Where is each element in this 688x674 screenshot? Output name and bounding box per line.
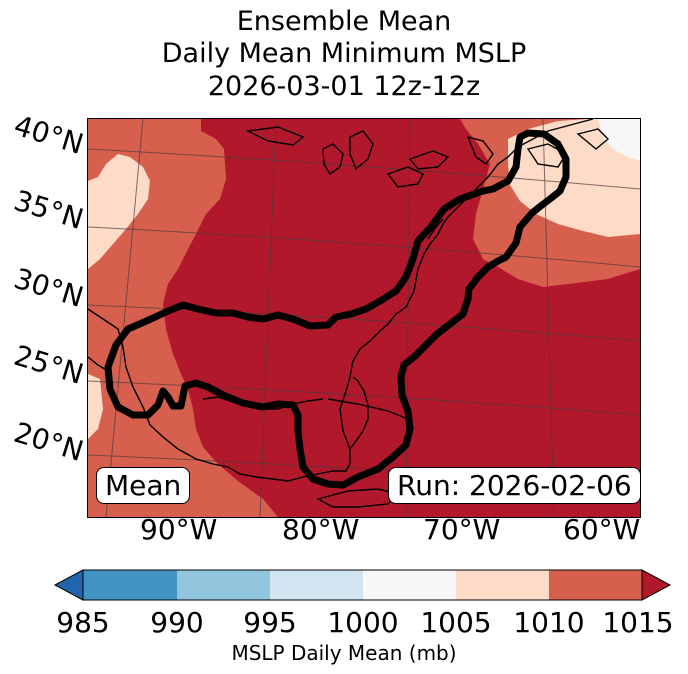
colorbar-tick-1000: 1000	[327, 606, 399, 639]
graticule	[88, 119, 640, 517]
colorbar-extend-high	[641, 569, 672, 601]
title-line-3: 2026-03-01 12z-12z	[207, 71, 481, 102]
lat-label-35n: 35°N	[10, 183, 88, 236]
pressure-fill-1000-1005-west	[88, 154, 150, 269]
colorbar-bin-990-995	[177, 570, 270, 600]
lat-label-30n: 30°N	[10, 261, 88, 314]
colorbar-tick-1010: 1010	[513, 606, 585, 639]
map-canvas	[88, 119, 640, 517]
coastlines	[88, 119, 610, 508]
title-line-2: Daily Mean Minimum MSLP	[161, 38, 527, 69]
colorbar-bin-1005-1010	[456, 570, 549, 600]
title-line-1: Ensemble Mean	[236, 6, 452, 37]
lon-label-70w: 70°W	[423, 513, 501, 546]
colorbar-bin-995-1000	[270, 570, 363, 600]
colorbar-tick-995: 995	[243, 606, 297, 639]
colorbar-bin-985-990	[83, 570, 177, 600]
lat-label-40n: 40°N	[10, 108, 88, 161]
lat-label-20n: 20°N	[10, 415, 88, 468]
colorbar-extend-low	[53, 569, 84, 601]
colorbar-outline	[82, 569, 643, 601]
colorbar-tick-1005: 1005	[420, 606, 492, 639]
colorbar	[53, 569, 672, 601]
lon-label-90w: 90°W	[140, 513, 218, 546]
mean-label-box: Mean	[96, 467, 191, 504]
colorbar-tick-1015: 1015	[602, 606, 674, 639]
lon-label-80w: 80°W	[282, 513, 360, 546]
pressure-fill-995-1000-ne	[598, 119, 640, 161]
contour-1010mb	[104, 129, 570, 489]
colorbar-label: MSLP Daily Mean (mb)	[231, 641, 457, 665]
map	[87, 118, 641, 518]
colorbar-tick-985: 985	[56, 606, 110, 639]
pressure-fill-1000-1005-sw	[88, 374, 103, 439]
lon-label-60w: 60°W	[563, 513, 641, 546]
colorbar-bin-1010-1015	[549, 570, 642, 600]
colorbar-bin-1000-1005	[363, 570, 456, 600]
colorbar-tick-990: 990	[150, 606, 204, 639]
lat-label-25n: 25°N	[10, 338, 88, 391]
run-date-label-box: Run: 2026-02-06	[388, 467, 641, 504]
